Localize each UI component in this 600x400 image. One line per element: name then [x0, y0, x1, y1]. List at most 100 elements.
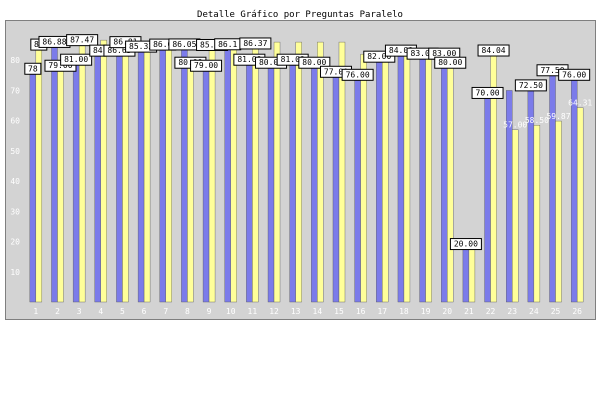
value-label-s1-3: 81.00 [64, 55, 88, 64]
bar-s2-2 [57, 63, 64, 303]
value-label-box [477, 44, 510, 57]
bar-s1-7 [159, 41, 166, 303]
value-label-s1-10: 86.1 [218, 40, 237, 49]
value-label-s2-20: 80.00 [438, 58, 462, 67]
value-label-s1-24: 72.50 [519, 81, 543, 90]
bar-s2-17 [382, 53, 389, 303]
bar-s1-16 [354, 72, 361, 303]
value-label-s1-17: 82.00 [367, 52, 391, 61]
value-label-s1-2: 86.88 [42, 37, 66, 46]
y-tick-label: 30 [10, 207, 20, 216]
value-label-s1-4: 84 [93, 46, 103, 55]
value-label-s1-19: 83.00 [411, 49, 435, 58]
bar-s2-6 [143, 47, 151, 303]
x-tick-label: 13 [291, 307, 301, 316]
x-tick-label: 9 [207, 307, 212, 316]
bar-s2-8 [187, 60, 194, 303]
x-tick-label: 20 [442, 307, 452, 316]
bar-s1-3 [72, 57, 80, 303]
bar-s1-21 [462, 241, 470, 303]
value-label-s1-6: 85.33 [129, 42, 153, 51]
x-tick-label: 17 [377, 307, 387, 316]
bar-s2-15 [338, 41, 346, 303]
bar-s2-16 [360, 53, 367, 303]
x-tick-label: 25 [551, 307, 561, 316]
bar-s2-25 [555, 120, 562, 303]
x-tick-label: 14 [313, 307, 323, 316]
value-label-s1-12: 80.00 [259, 58, 283, 67]
value-label-s2-26: 64.31 [568, 99, 592, 108]
bar-s1-2 [51, 39, 58, 303]
bar-s2-23 [512, 129, 519, 303]
value-label-box [66, 34, 99, 47]
value-label-s2-2: 79.00 [48, 61, 72, 70]
value-label-s2-23: 57.00 [503, 121, 527, 130]
value-label-s1-8: 86.05 [172, 40, 196, 49]
y-tick-label: 60 [10, 117, 20, 126]
x-tick-label: 6 [142, 307, 147, 316]
value-label-s2-9: 85.87 [200, 40, 224, 49]
value-label-s2-22: 84.04 [482, 46, 506, 55]
value-label-s2-3: 87.47 [70, 36, 94, 45]
value-label-box [471, 86, 504, 99]
value-label-box [558, 68, 591, 81]
bar-s2-18 [403, 47, 411, 303]
value-label-s1-7: 86.0 [153, 40, 172, 49]
value-label-s1-18: 84.00 [389, 46, 413, 55]
bar-s1-19 [419, 50, 426, 303]
x-tick-label: 22 [486, 307, 496, 316]
y-tick-label: 40 [10, 177, 20, 186]
value-label-box [341, 68, 374, 81]
x-tick-label: 15 [334, 307, 344, 316]
y-tick-label: 70 [10, 86, 20, 95]
bar-s2-11 [252, 40, 259, 303]
x-tick-label: 24 [529, 307, 539, 316]
x-tick-label: 4 [98, 307, 103, 316]
value-label-s1-25: 77.50 [540, 66, 564, 75]
bar-s2-20 [447, 60, 454, 303]
x-tick-label: 7 [163, 307, 168, 316]
x-tick-label: 16 [356, 307, 366, 316]
value-label-box [298, 56, 331, 69]
bar-s1-6 [137, 43, 145, 303]
x-tick-label: 23 [507, 307, 517, 316]
bar-s1-4 [94, 47, 101, 303]
bar-s1-8 [181, 41, 188, 303]
value-label-box [239, 37, 272, 50]
value-label-s2-25: 59.87 [546, 112, 570, 121]
y-tick-label: 20 [10, 238, 20, 247]
bar-s1-12 [267, 60, 275, 303]
value-label-s1-21: 20.00 [454, 240, 478, 249]
x-tick-label: 10 [226, 307, 236, 316]
value-label-s1-11: 81.00 [237, 55, 261, 64]
value-label-s1-13: 81.00 [281, 55, 305, 64]
bar-s1-9 [202, 63, 210, 303]
bar-s1-14 [311, 60, 318, 303]
bar-s2-24 [533, 124, 541, 303]
bar-s1-18 [397, 47, 405, 303]
value-label-s1-20: 83.00 [432, 49, 456, 58]
x-tick-label: 26 [572, 307, 582, 316]
bar-s2-19 [425, 53, 432, 303]
bar-s2-12 [273, 41, 281, 303]
y-tick-label: 50 [10, 147, 20, 156]
bar-s2-14 [317, 41, 324, 303]
bar-s2-26 [576, 107, 584, 303]
bar-s1-10 [224, 41, 231, 303]
bar-s2-13 [295, 41, 302, 303]
value-label-box [24, 62, 42, 75]
value-label-s1-15: 77.00 [324, 67, 348, 76]
value-label-box [514, 79, 547, 92]
bar-s1-15 [332, 69, 340, 303]
value-label-s2-24: 58.50 [525, 116, 549, 125]
x-tick-label: 12 [269, 307, 279, 316]
x-tick-label: 5 [120, 307, 125, 316]
value-label-box [60, 53, 93, 66]
x-tick-label: 18 [399, 307, 409, 316]
value-label-box [190, 59, 223, 72]
bar-s2-4 [100, 39, 107, 303]
x-tick-label: 21 [464, 307, 474, 316]
value-label-box [449, 238, 482, 251]
y-tick-label: 10 [10, 268, 20, 277]
